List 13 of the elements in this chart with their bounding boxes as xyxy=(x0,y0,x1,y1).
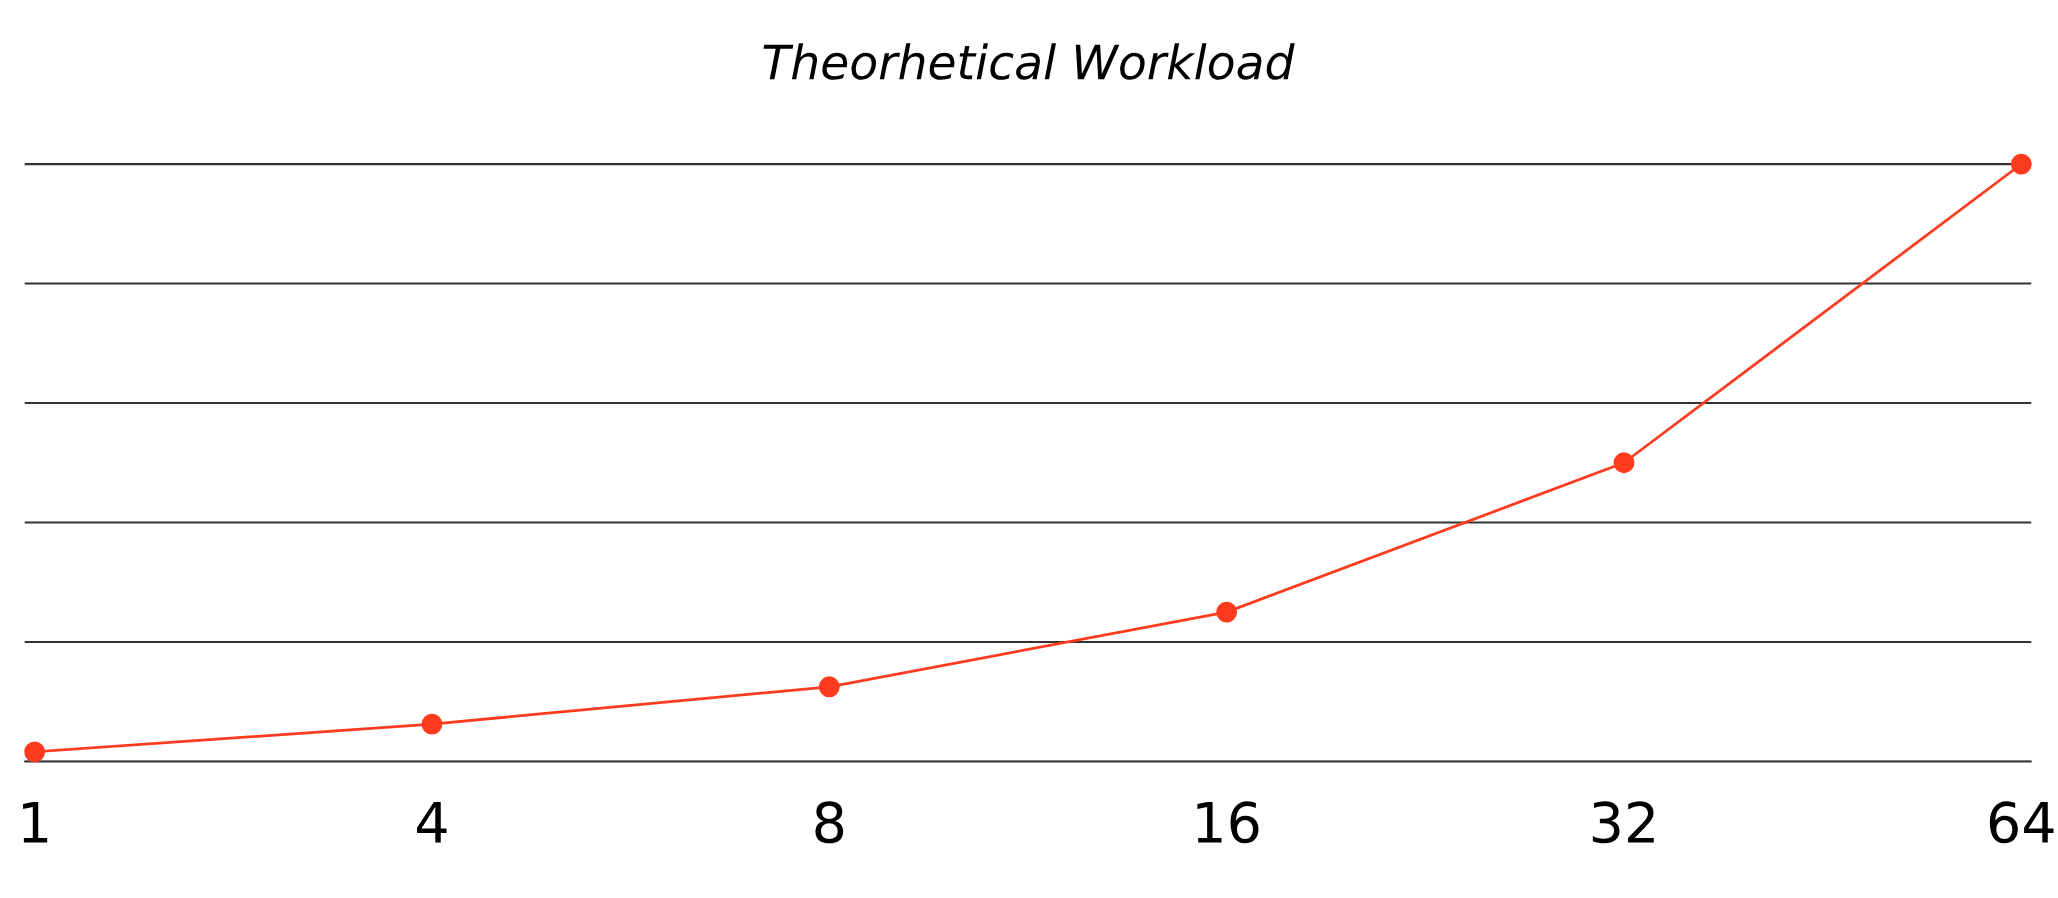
x-tick-label: 8 xyxy=(815,801,844,844)
point xyxy=(421,713,443,735)
x-tick-label: 1 xyxy=(23,802,48,843)
point xyxy=(1613,452,1635,474)
x-tick-label: 16 xyxy=(1197,801,1259,844)
x-tick-label: 4 xyxy=(417,802,447,843)
chart-title: Theorhetical Workload xyxy=(763,43,1295,80)
point xyxy=(2010,153,2032,175)
x-tick-label: 32 xyxy=(1592,801,1654,844)
point xyxy=(818,676,840,698)
point xyxy=(24,741,46,763)
x-tick-label: 64 xyxy=(1989,801,2054,844)
point xyxy=(1216,601,1238,623)
